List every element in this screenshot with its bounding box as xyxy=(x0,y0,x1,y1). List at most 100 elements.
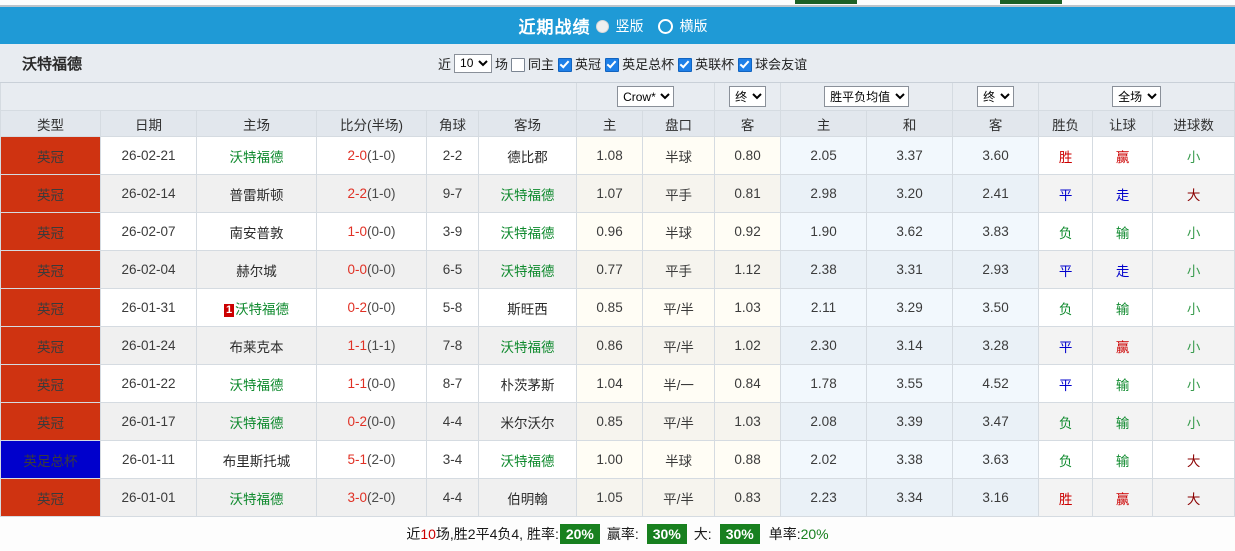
table-row[interactable]: 英足总杯 26-01-11 布里斯托城 5-1(2-0) 3-4 沃特福德 1.00 半球 0.… xyxy=(0,440,1235,479)
cell-score[interactable]: 2-2(1-0) xyxy=(316,174,427,213)
col-score: 比分(半场) xyxy=(316,110,427,137)
odds-home: 2.38 xyxy=(810,262,837,277)
cell-score[interactable]: 0-2(0-0) xyxy=(316,288,427,327)
company-select[interactable]: Crow* xyxy=(617,86,675,107)
cell-league[interactable]: 英冠 xyxy=(0,174,101,213)
cell-home-team[interactable]: 布里斯托城 xyxy=(196,440,317,479)
full-time-score: 2-0 xyxy=(347,148,367,163)
cell-score[interactable]: 3-0(2-0) xyxy=(316,478,427,517)
league-checkbox-facup[interactable] xyxy=(605,58,620,72)
odds-draw: 3.31 xyxy=(896,262,923,277)
cell-away-team[interactable]: 沃特福德 xyxy=(477,326,578,365)
cell-league[interactable]: 英冠 xyxy=(0,250,101,289)
match-date: 26-01-22 xyxy=(121,376,176,391)
cell-score[interactable]: 1-0(0-0) xyxy=(316,212,427,251)
radio-horizontal[interactable] xyxy=(657,19,673,34)
league-label-friendly[interactable]: 球会友谊 xyxy=(755,56,808,72)
cell-result-handicap: 输 xyxy=(1092,440,1154,479)
cell-away-team[interactable]: 米尔沃尔 xyxy=(477,402,578,441)
cell-handicap-home: 1.07 xyxy=(576,174,644,213)
odds-home: 2.11 xyxy=(810,300,837,315)
table-row[interactable]: 英冠 26-02-04 赫尔城 0-0(0-0) 6-5 沃特福德 0.77 平手 1.12 2.… xyxy=(0,250,1235,289)
cell-league[interactable]: 英冠 xyxy=(0,364,101,403)
radio-horizontal-label[interactable]: 横版 xyxy=(679,17,708,34)
odds-period-select[interactable]: 终 xyxy=(977,86,1015,107)
table-row[interactable]: 英冠 26-02-21 沃特福德 2-0(1-0) 2-2 德比郡 1.08 半球 0.80 2.… xyxy=(0,136,1235,175)
cell-home-team[interactable]: 沃特福德 xyxy=(196,364,317,403)
cell-league[interactable]: 英冠 xyxy=(0,288,101,327)
cell-corner: 3-9 xyxy=(426,212,479,251)
cell-league[interactable]: 英冠 xyxy=(0,136,101,175)
cell-away-team[interactable]: 沃特福德 xyxy=(477,212,578,251)
cell-home-team[interactable]: 沃特福德 xyxy=(196,478,317,517)
cell-score[interactable]: 5-1(2-0) xyxy=(316,440,427,479)
scope-select[interactable]: 全场 xyxy=(1112,86,1162,107)
cell-score[interactable]: 0-0(0-0) xyxy=(316,250,427,289)
cell-away-team[interactable]: 沃特福德 xyxy=(477,174,578,213)
cell-league[interactable]: 英足总杯 xyxy=(0,440,101,479)
cell-home-team[interactable]: 普雷斯顿 xyxy=(196,174,317,213)
cell-date: 26-01-31 xyxy=(100,288,197,327)
league-checkbox-eflcup[interactable] xyxy=(678,58,693,72)
result-wdl: 负 xyxy=(1058,415,1073,431)
cell-home-team[interactable]: 沃特福德 xyxy=(196,136,317,175)
col-odds-away: 客 xyxy=(952,110,1040,137)
result-handicap: 赢 xyxy=(1115,339,1130,355)
cell-score[interactable]: 1-1(1-1) xyxy=(316,326,427,365)
table-row[interactable]: 英冠 26-01-24 布莱克本 1-1(1-1) 7-8 沃特福德 0.86 平/半 1.02… xyxy=(0,326,1235,365)
cell-corner: 4-4 xyxy=(426,478,479,517)
cell-handicap-away: 1.03 xyxy=(714,288,782,327)
radio-vertical-label[interactable]: 竖版 xyxy=(615,17,644,34)
table-row[interactable]: 英冠 26-01-31 1 沃特福德 0-2(0-0) 5-8 斯旺西 0.85 平/半 1.03… xyxy=(0,288,1235,327)
table-row[interactable]: 英冠 26-01-17 沃特福德 0-2(0-0) 4-4 米尔沃尔 0.85 平/半 1.03… xyxy=(0,402,1235,441)
table-row[interactable]: 英冠 26-02-07 南安普敦 1-0(0-0) 3-9 沃特福德 0.96 半球 0.92 1… xyxy=(0,212,1235,251)
same-home-label[interactable]: 同主 xyxy=(528,56,555,72)
result-handicap: 走 xyxy=(1115,187,1130,203)
league-checkbox-friendly[interactable] xyxy=(738,58,753,72)
match-date: 26-02-21 xyxy=(121,148,176,163)
cell-home-team[interactable]: 布莱克本 xyxy=(196,326,317,365)
cell-league[interactable]: 英冠 xyxy=(0,402,101,441)
league-label-eflcup[interactable]: 英联杯 xyxy=(695,56,735,72)
cell-score[interactable]: 2-0(1-0) xyxy=(316,136,427,175)
table-row[interactable]: 英冠 26-01-22 沃特福德 1-1(0-0) 8-7 朴茨茅斯 1.04 半/一 0.84… xyxy=(0,364,1235,403)
away-team-name: 沃特福德 xyxy=(500,453,555,469)
cell-home-team[interactable]: 沃特福德 xyxy=(196,402,317,441)
cell-home-team[interactable]: 赫尔城 xyxy=(196,250,317,289)
table-row[interactable]: 英冠 26-01-01 沃特福德 3-0(2-0) 4-4 伯明翰 1.05 平/半 0.83 2… xyxy=(0,478,1235,517)
result-goals: 小 xyxy=(1186,415,1201,431)
odds-away: 4.52 xyxy=(982,376,1009,391)
league-checkbox-championship[interactable] xyxy=(558,58,573,72)
cell-odds-home: 2.11 xyxy=(780,288,868,327)
cell-score[interactable]: 0-2(0-0) xyxy=(316,402,427,441)
table-row[interactable]: 英冠 26-02-14 普雷斯顿 2-2(1-0) 9-7 沃特福德 1.07 平手 0.81 2… xyxy=(0,174,1235,213)
col-date: 日期 xyxy=(100,110,197,137)
full-time-score: 0-2 xyxy=(347,414,367,429)
cell-away-team[interactable]: 沃特福德 xyxy=(477,250,578,289)
cell-league[interactable]: 英冠 xyxy=(0,478,101,517)
same-home-checkbox[interactable] xyxy=(511,58,526,72)
cell-away-team[interactable]: 德比郡 xyxy=(477,136,578,175)
handicap-line: 平/半 xyxy=(663,491,694,507)
cell-score[interactable]: 1-1(0-0) xyxy=(316,364,427,403)
cell-league[interactable]: 英冠 xyxy=(0,212,101,251)
odds-away: 3.16 xyxy=(982,490,1009,505)
odds-type-select[interactable]: 胜平负均值 xyxy=(824,86,910,107)
cell-away-team[interactable]: 沃特福德 xyxy=(477,440,578,479)
radio-vertical[interactable] xyxy=(595,20,609,33)
league-label-facup[interactable]: 英足总杯 xyxy=(622,56,675,72)
cell-away-team[interactable]: 斯旺西 xyxy=(477,288,578,327)
cell-away-team[interactable]: 伯明翰 xyxy=(477,478,578,517)
cell-home-team[interactable]: 1 沃特福德 xyxy=(196,288,317,327)
summary-over-rate: 30% xyxy=(719,524,760,544)
match-count-select[interactable]: 10 xyxy=(454,53,493,73)
odds-away: 3.63 xyxy=(982,452,1009,467)
cell-odds-away: 4.52 xyxy=(952,364,1040,403)
col-type: 类型 xyxy=(0,110,101,137)
handicap-period-select[interactable]: 终 xyxy=(729,86,767,107)
handicap-line: 平手 xyxy=(665,263,693,279)
cell-league[interactable]: 英冠 xyxy=(0,326,101,365)
cell-away-team[interactable]: 朴茨茅斯 xyxy=(477,364,578,403)
cell-home-team[interactable]: 南安普敦 xyxy=(196,212,317,251)
league-label-championship[interactable]: 英冠 xyxy=(575,56,602,72)
